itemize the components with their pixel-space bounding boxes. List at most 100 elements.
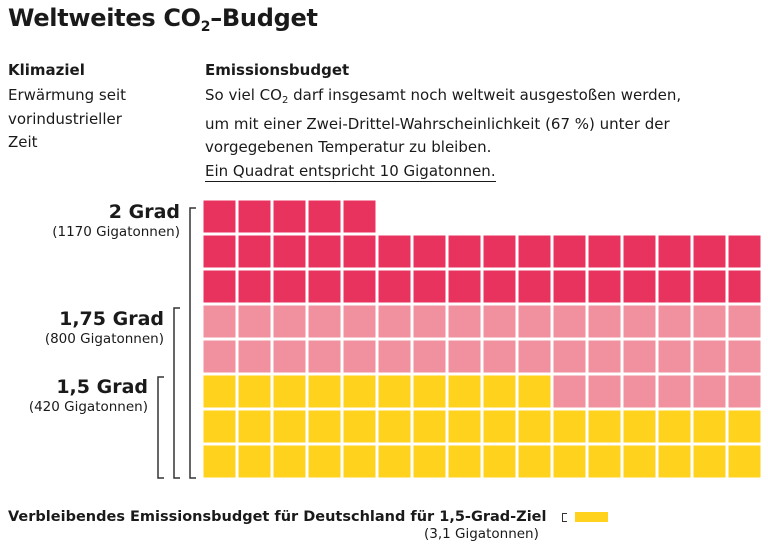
waffle-square [273,410,306,443]
waffle-square [203,305,236,338]
waffle-square [658,305,691,338]
waffle-square [728,410,761,443]
waffle-square [728,445,761,478]
waffle-square [623,410,656,443]
waffle-square [343,410,376,443]
waffle-square [238,235,271,268]
waffle-square [658,445,691,478]
waffle-square [413,270,446,303]
waffle-square [588,445,621,478]
waffle-square [623,375,656,408]
waffle-square [448,375,481,408]
waffle-square [728,270,761,303]
waffle-square [203,270,236,303]
waffle-square [343,270,376,303]
waffle-square [553,445,586,478]
waffle-square [693,445,726,478]
waffle-square [238,200,271,233]
waffle-square [553,375,586,408]
waffle-square [483,410,516,443]
waffle-square [308,410,341,443]
level-label-2: 2 Grad (1170 Gigatonnen) [52,201,180,241]
waffle-square [343,305,376,338]
goal-line: Zeit [8,133,38,151]
germany-bracket [562,513,567,522]
waffle-square [273,375,306,408]
budget-header: Emissionsbudget [205,61,350,79]
waffle-square [728,235,761,268]
waffle-square [693,375,726,408]
waffle-square [273,270,306,303]
page-title: Weltweites CO2–Budget [8,4,318,35]
waffle-square [518,445,551,478]
level-label-1-5: 1,5 Grad (420 Gigatonnen) [29,376,148,416]
germany-budget-square [575,512,608,522]
waffle-square [273,445,306,478]
waffle-square [378,270,411,303]
waffle-square [448,270,481,303]
budget-line-2: um mit einer Zwei-Drittel-Wahrscheinlich… [205,114,670,133]
waffle-square [308,270,341,303]
footer-germany-value: (3,1 Gigatonnen) [424,526,539,542]
waffle-square [623,445,656,478]
waffle-square [238,375,271,408]
waffle-square [413,445,446,478]
waffle-square [413,235,446,268]
waffle-square [238,270,271,303]
waffle-square [483,270,516,303]
waffle-square [693,410,726,443]
waffle-square [448,410,481,443]
goal-line: Erwärmung seit [8,86,127,104]
waffle-square [238,445,271,478]
waffle-square [588,410,621,443]
level-1-75-budget: (800 Gigatonnen) [44,331,164,347]
waffle-square [238,340,271,373]
waffle-square [308,200,341,233]
waffle-square [658,270,691,303]
waffle-square [658,340,691,373]
waffle-square [343,235,376,268]
waffle-square [588,305,621,338]
waffle-square [203,375,236,408]
waffle-square [623,270,656,303]
waffle-square [203,410,236,443]
waffle-square [343,200,376,233]
waffle-square [343,445,376,478]
level-1-75-grad: 1,75 Grad [59,308,164,330]
waffle-chart [157,200,761,479]
waffle-square [483,305,516,338]
waffle-square [203,235,236,268]
waffle-square [518,340,551,373]
waffle-square [518,375,551,408]
waffle-square [728,340,761,373]
waffle-square [623,235,656,268]
waffle-square [518,305,551,338]
waffle-square [658,375,691,408]
waffle-square [588,340,621,373]
waffle-square [308,235,341,268]
waffle-square [378,410,411,443]
goal-line: vorindustrieller [8,109,122,128]
waffle-square [378,305,411,338]
waffle-square [413,410,446,443]
waffle-square [273,200,306,233]
footer-germany-label: Verbleibendes Emissionsbudget für Deutsc… [8,509,547,525]
waffle-square [308,375,341,408]
waffle-square [413,340,446,373]
waffle-square [413,305,446,338]
waffle-square [553,340,586,373]
waffle-square [448,445,481,478]
waffle-square [623,305,656,338]
waffle-square [553,305,586,338]
waffle-square [203,340,236,373]
waffle-square [728,305,761,338]
square-unit-note: Ein Quadrat entspricht 10 Gigatonnen. [205,161,496,182]
waffle-square [588,375,621,408]
waffle-square [448,340,481,373]
waffle-square [588,270,621,303]
waffle-square [203,445,236,478]
budget-line-3: vorgegebenen Temperatur zu bleiben. [205,138,492,156]
waffle-square [693,235,726,268]
level-1-5-grad: 1,5 Grad [56,376,148,398]
waffle-square [518,270,551,303]
